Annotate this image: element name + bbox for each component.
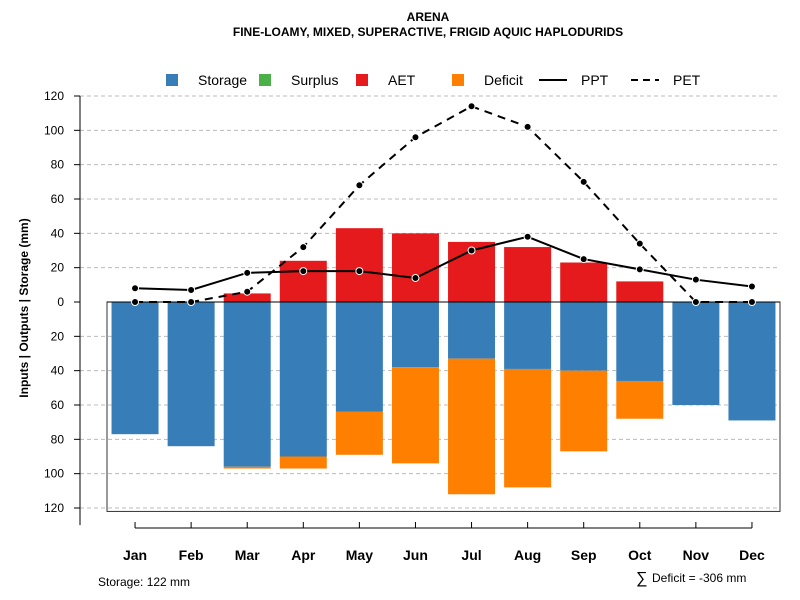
legend: Storage Surplus AET Deficit PPT PET	[166, 72, 701, 88]
bar-storage	[504, 302, 552, 369]
x-tick-label: Aug	[514, 547, 541, 563]
legend-aet-label: AET	[388, 72, 416, 88]
bar-aet	[616, 281, 664, 302]
y-axis-label: Inputs | Outputs | Storage (mm)	[17, 218, 31, 397]
chart-subtitle: FINE-LOAMY, MIXED, SUPERACTIVE, FRIGID A…	[233, 25, 623, 39]
bar-aet	[504, 247, 552, 302]
bar-storage	[391, 302, 439, 368]
x-tick-label: Jun	[403, 547, 428, 563]
ppt-point	[747, 282, 756, 291]
y-tick-label: 0	[57, 295, 64, 309]
bar-deficit	[504, 368, 552, 488]
ppt-point	[299, 267, 308, 276]
bar-storage	[728, 302, 776, 421]
y-tick-label: 60	[51, 398, 65, 412]
ppt-point	[635, 265, 644, 274]
bar-storage	[167, 302, 215, 447]
x-tick-label: Mar	[235, 547, 260, 563]
ppt-point	[691, 275, 700, 284]
bar-storage	[279, 302, 327, 457]
y-tick-label: 20	[51, 261, 65, 275]
bar-storage	[111, 302, 159, 435]
legend-surplus-swatch	[259, 74, 271, 86]
bar-deficit	[616, 380, 664, 419]
y-tick-label: 100	[44, 123, 64, 137]
y-tick-label: 20	[51, 329, 65, 343]
x-tick-label: Jan	[123, 547, 147, 563]
y-tick-label: 40	[51, 226, 65, 240]
bar-storage	[672, 302, 720, 405]
bar-deficit	[335, 411, 383, 455]
pet-point	[187, 298, 196, 306]
storage-footnote: Storage: 122 mm	[98, 575, 190, 589]
sum-symbol-icon: ∑	[636, 570, 647, 587]
y-tick-label: 80	[51, 158, 65, 172]
bar-storage	[616, 302, 664, 381]
ppt-point	[187, 285, 196, 294]
bar-aet	[391, 233, 439, 302]
x-tick-label: May	[346, 547, 373, 563]
bar-aet	[335, 228, 383, 302]
bar-deficit	[391, 367, 439, 464]
y-tick-label: 100	[44, 467, 64, 481]
deficit-footnote: Deficit = -306 mm	[652, 571, 746, 585]
legend-surplus-label: Surplus	[291, 72, 338, 88]
bar-storage	[448, 302, 496, 359]
series-lines	[131, 102, 756, 306]
x-tick-label: Oct	[628, 547, 652, 563]
pet-point	[747, 298, 756, 306]
bar-deficit	[560, 370, 608, 452]
pet-point	[243, 287, 252, 296]
bar-storage	[335, 302, 383, 412]
bar-aet	[223, 293, 271, 302]
legend-storage-swatch	[166, 74, 178, 86]
bar-deficit	[279, 456, 327, 469]
pet-point	[131, 298, 140, 306]
x-tick-label: Feb	[179, 547, 204, 563]
legend-storage-label: Storage	[198, 72, 247, 88]
bar-deficit	[448, 358, 496, 495]
y-tick-label: 80	[51, 432, 65, 446]
pet-point	[691, 298, 700, 306]
pet-point	[523, 122, 532, 131]
ppt-point	[355, 267, 364, 276]
ppt-point	[579, 255, 588, 264]
bar-storage	[223, 302, 271, 467]
ppt-point	[467, 246, 476, 255]
y-tick-label: 120	[44, 89, 64, 103]
pet-point	[411, 133, 420, 142]
legend-deficit-label: Deficit	[484, 72, 523, 88]
pet-point	[467, 102, 476, 111]
legend-pet-label: PET	[673, 72, 701, 88]
pet-point	[299, 243, 308, 252]
ppt-line	[135, 235, 753, 291]
y-tick-label: 120	[44, 501, 64, 515]
bar-storage	[560, 302, 608, 371]
y-tick-label: 60	[51, 192, 65, 206]
x-tick-label: Dec	[739, 547, 765, 563]
y-tick-label: 40	[51, 364, 65, 378]
pet-point	[579, 177, 588, 186]
x-tick-label: Apr	[291, 547, 316, 563]
pet-line	[135, 105, 752, 303]
ppt-point	[131, 284, 140, 293]
x-tick-label: Sep	[571, 547, 597, 563]
bar-aet	[560, 262, 608, 302]
ppt-point	[523, 232, 532, 241]
bar-aet	[279, 260, 327, 302]
x-tick-label: Jul	[461, 547, 481, 563]
pet-point	[635, 239, 644, 248]
pet-point	[355, 181, 364, 190]
ppt-point	[243, 268, 252, 277]
bars	[111, 228, 776, 495]
chart-title: ARENA	[407, 10, 450, 24]
bar-deficit	[223, 466, 271, 469]
axes: 120 100 80 60 40 20 0 20 40 60 80 100 120 Jan Feb Mar Ap…	[44, 89, 781, 563]
legend-aet-swatch	[356, 74, 368, 86]
legend-ppt-label: PPT	[581, 72, 609, 88]
ppt-point	[411, 273, 420, 282]
legend-deficit-swatch	[452, 74, 464, 86]
x-tick-label: Nov	[683, 547, 710, 563]
